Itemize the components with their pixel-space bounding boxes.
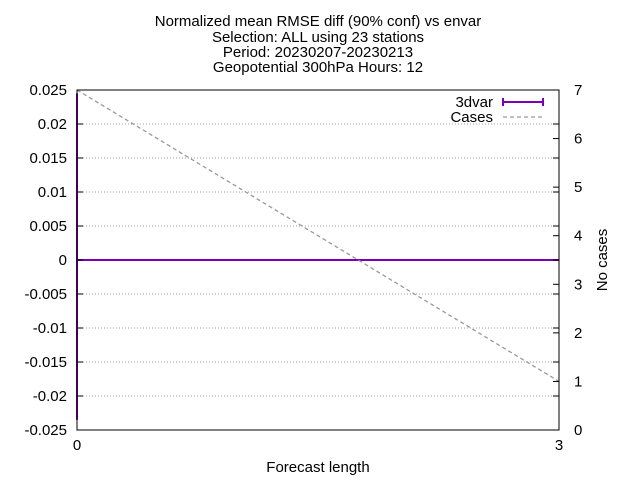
right-tick-label: 0 — [574, 422, 582, 439]
right-tick-label: 5 — [574, 179, 582, 196]
left-tick-label: -0.02 — [33, 388, 67, 405]
right-tick-label: 7 — [574, 82, 582, 99]
right-tick-label: 3 — [574, 276, 582, 293]
series-line-cases — [76, 89, 560, 382]
x-tick-label: 0 — [73, 437, 81, 454]
title-line-4: Geopotential 300hPa Hours: 12 — [213, 59, 423, 76]
title-line-3: Period: 20230207-20230213 — [223, 44, 413, 61]
left-tick-label: 0.025 — [29, 82, 67, 99]
x-tick-label: 3 — [555, 437, 563, 454]
left-tick-label: 0 — [59, 252, 67, 269]
x-axis-label: Forecast length — [266, 459, 369, 476]
legend-sample-3dvar — [502, 98, 544, 106]
left-tick-label: 0.005 — [29, 218, 67, 235]
chart-title: Normalized mean RMSE diff (90% conf) vs … — [155, 13, 482, 76]
legend: 3dvar Cases — [450, 94, 544, 126]
left-tick-label: -0.005 — [24, 286, 67, 303]
legend-label-cases: Cases — [450, 109, 493, 126]
right-axis-label: No cases — [594, 229, 611, 292]
right-tick-label: 6 — [574, 131, 582, 148]
right-axis-ticks: 7 6 5 4 3 2 1 0 — [553, 82, 582, 439]
left-tick-label: -0.015 — [24, 354, 67, 371]
right-tick-label: 2 — [574, 325, 582, 342]
series-layer — [76, 89, 560, 420]
left-tick-label: -0.025 — [24, 422, 67, 439]
left-axis-ticks: 0.025 0.02 0.015 0.01 0.005 0 -0.005 -0.01 -0.01… — [24, 82, 559, 439]
title-line-2: Selection: ALL using 23 stations — [212, 29, 424, 46]
title-line-1: Normalized mean RMSE diff (90% conf) vs … — [155, 13, 482, 30]
left-tick-label: -0.01 — [33, 320, 67, 337]
left-tick-label: 0.01 — [38, 184, 67, 201]
left-tick-label: 0.015 — [29, 150, 67, 167]
legend-label-3dvar: 3dvar — [455, 94, 493, 111]
right-tick-label: 4 — [574, 228, 582, 245]
right-tick-label: 1 — [574, 373, 582, 390]
left-tick-label: 0.02 — [38, 116, 67, 133]
